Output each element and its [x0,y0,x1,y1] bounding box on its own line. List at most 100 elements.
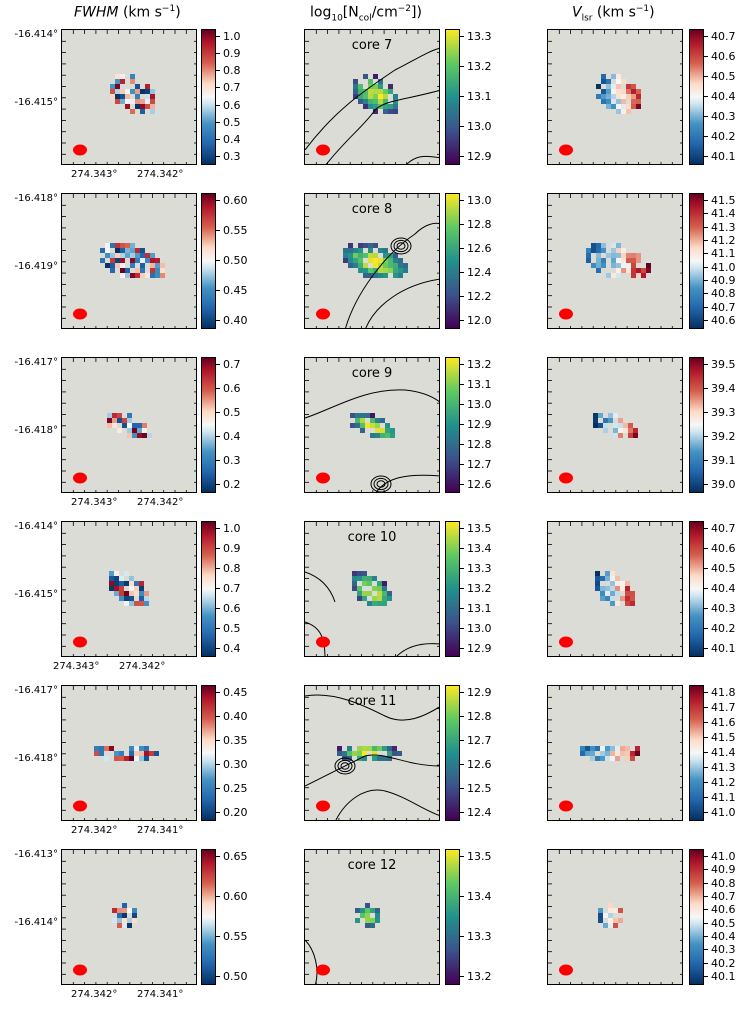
pixel-cell [382,601,387,606]
vlsr-map-svg [548,358,682,492]
pixel-cell [363,74,368,79]
pixel-cell [362,581,367,586]
pixel-cell [150,258,155,263]
pixel-cell [135,94,140,99]
pixel-cell [120,74,125,79]
pixel-cell [403,268,408,273]
pixel-cell [107,423,112,428]
pixel-cell [363,104,368,109]
pixel-cell [110,263,115,268]
pixel-cell [393,99,398,104]
pixel-cell [355,413,360,418]
pixel-cell [611,104,616,109]
pixel-cell [353,263,358,268]
pixel-cell [337,751,342,756]
pixel-cell [370,918,375,923]
colorbar-tick-label: 12.9 [460,418,492,431]
pixel-cell [615,586,620,591]
colorbar-tick-label: 13.0 [460,194,492,207]
pixel-cell [352,571,357,576]
colorbar-tick-label: 0.6 [216,382,241,395]
pixel-cell [110,94,115,99]
pixel-cell [115,243,120,248]
pixel-cell [373,243,378,248]
pixel-cell [600,576,605,581]
pixel-cell [368,268,373,273]
pixel-cell [115,248,120,253]
pixel-cell [611,263,616,268]
pixel-cell [626,89,631,94]
pixel-cell [120,243,125,248]
pixel-cell [586,258,591,263]
colorbar-tick-label: 39.1 [704,454,736,467]
pixel-cell [160,263,165,268]
pixel-cell [352,751,357,756]
pixel-cell [631,104,636,109]
colorbar-tick-label: 41.2 [704,776,736,789]
pixel-cell [393,253,398,258]
pixel-cell [606,84,611,89]
colorbar-tick-label: 41.3 [704,761,736,774]
pixel-cell [363,253,368,258]
colorbar-tick-label: 0.9 [216,47,241,61]
pixel-cell [621,258,626,263]
pixel-cell [605,591,610,596]
pixel-cell [368,104,373,109]
pixel-cell [112,908,117,913]
pixel-cell [372,751,377,756]
pixel-cell [104,746,109,751]
pixel-cell [139,596,144,601]
pixel-cell [367,601,372,606]
pixel-cell [125,94,130,99]
pixel-cell [382,756,387,761]
pixel-cell [368,273,373,278]
colorbar-tick-label: 0.4 [216,132,241,146]
colorbar-tick-label: 41.8 [704,686,736,699]
pixel-cell [595,571,600,576]
pixel-cell [135,104,140,109]
pixel-cell [382,591,387,596]
pixel-cell [124,591,129,596]
pixel-cell [595,586,600,591]
pixel-cell [360,913,365,918]
pixel-cell [641,273,646,278]
pixel-cell [160,273,165,278]
pixel-cell [375,433,380,438]
pixel-cell [601,243,606,248]
pixel-cell [109,576,114,581]
pixel-cell [377,591,382,596]
pixel-cell [610,751,615,756]
pixel-cell [370,923,375,928]
contour-line [396,643,439,656]
pixel-cell [378,84,383,89]
colorbar-tick-label: 12.7 [460,734,492,747]
pixel-cell [119,581,124,586]
pixel-cell [603,423,608,428]
pixel-cell [137,428,142,433]
pixel-cell [352,581,357,586]
pixel-cell [125,243,130,248]
ncol-map-9: core 9 [304,357,440,493]
pixel-cell [373,74,378,79]
pixel-cell [606,104,611,109]
colorbar-tick-label: 40.9 [704,863,736,877]
colorbar-tick-label: 0.60 [216,890,248,903]
pixel-cell [611,273,616,278]
pixel-cell [127,418,132,423]
colorbar [201,685,216,821]
y-tick-label: -16.414° [14,29,58,40]
pixel-cell [610,581,615,586]
colorbar-tick-label: 0.55 [216,930,248,943]
pixel-cell [616,89,621,94]
colorbar-tick-label: 13.1 [460,90,492,103]
pixel-cell [115,99,120,104]
pixel-cell [392,751,397,756]
pixel-cell [601,248,606,253]
contour-ring [376,480,386,488]
y-tick-label: -16.413° [14,849,58,860]
colorbar-tick-label: 40.4 [704,930,736,943]
colorbar-tick-label: 39.2 [704,430,736,443]
pixel-cell [600,586,605,591]
pixel-cell [596,268,601,273]
pixel-cell [114,571,119,576]
